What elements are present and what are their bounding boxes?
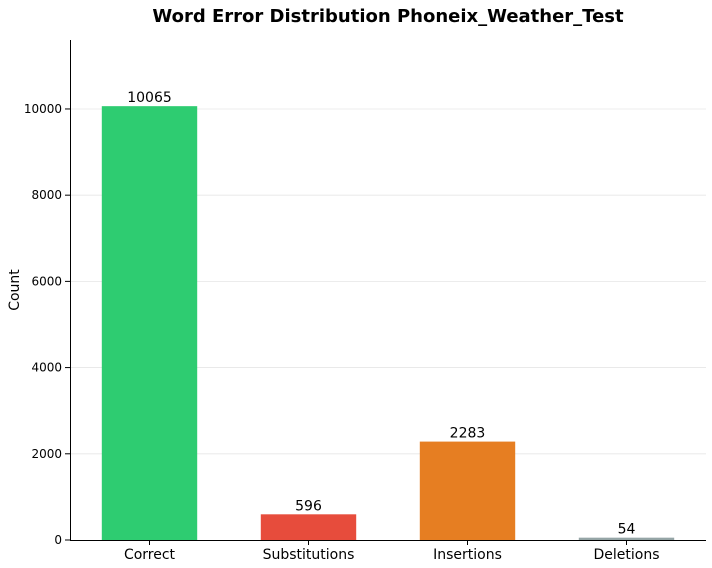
data-label: 596 bbox=[295, 498, 322, 514]
bar-insertions bbox=[419, 441, 516, 540]
data-labels: 10065 596 2283 54 bbox=[127, 90, 635, 538]
x-tick-label: Correct bbox=[124, 547, 176, 563]
x-axis-ticks: Correct Substitutions Insertions Deletions bbox=[124, 540, 660, 563]
y-tick-label: 8000 bbox=[31, 188, 62, 202]
bar-substitutions bbox=[260, 514, 357, 540]
bar-correct bbox=[101, 106, 198, 541]
bar-deletions bbox=[578, 537, 675, 540]
y-tick-label: 0 bbox=[54, 533, 62, 547]
chart-title: Word Error Distribution Phoneix_Weather_… bbox=[152, 6, 624, 27]
x-tick-label: Substitutions bbox=[263, 547, 355, 563]
x-tick-label: Deletions bbox=[593, 547, 659, 563]
y-axis-ticks: 0 2000 4000 6000 8000 10000 bbox=[24, 102, 70, 547]
x-tick-label: Insertions bbox=[433, 547, 502, 563]
data-label: 10065 bbox=[127, 90, 172, 106]
data-label: 54 bbox=[618, 522, 636, 538]
data-label: 2283 bbox=[450, 426, 486, 442]
y-tick-label: 6000 bbox=[31, 274, 62, 288]
y-axis-label: Count bbox=[7, 269, 23, 311]
bars bbox=[101, 106, 675, 541]
y-tick-label: 2000 bbox=[31, 447, 62, 461]
y-tick-label: 10000 bbox=[24, 102, 62, 116]
y-tick-label: 4000 bbox=[31, 361, 62, 375]
